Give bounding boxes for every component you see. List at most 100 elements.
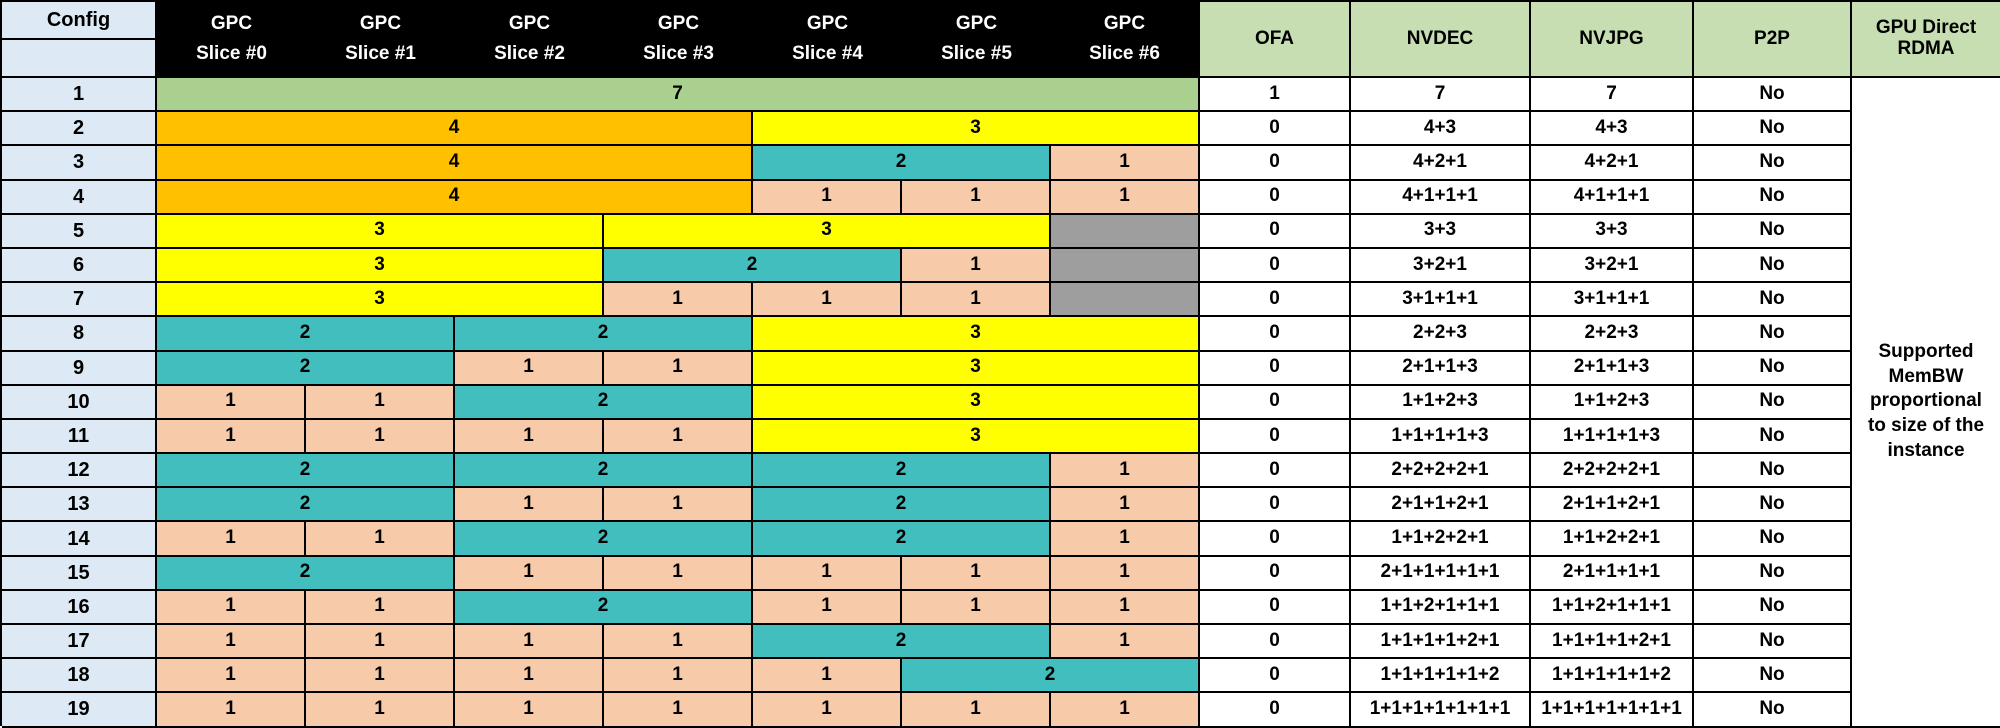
- nvjpg-cell: 4+3: [1531, 112, 1694, 147]
- gpc-slice-span: 2: [753, 522, 1051, 557]
- nvdec-cell: 1+1+1+1+2+1: [1351, 625, 1531, 660]
- slice-label: Slice #3: [643, 42, 714, 64]
- config-cell: 18: [2, 659, 157, 694]
- nvjpg-cell: 1+1+1+1+1+1+1: [1531, 693, 1694, 728]
- config-cell: 1: [2, 78, 157, 113]
- gpc-label: GPC: [806, 12, 849, 34]
- slice-label: Slice #6: [1089, 42, 1160, 64]
- nvdec-cell: 3+2+1: [1351, 248, 1531, 284]
- gpc-slice-span: 7: [157, 78, 1200, 113]
- config-cell: 9: [2, 351, 157, 386]
- gpc-slice-span: 1: [455, 693, 604, 728]
- gpc-slice-span: 2: [157, 556, 455, 591]
- gpc-slice-5-header: GPC Slice #5: [902, 2, 1051, 78]
- gpc-slice-span: 2: [753, 146, 1051, 181]
- gpc-slice-4-header: GPC Slice #4: [753, 2, 902, 78]
- ofa-cell: 0: [1200, 454, 1351, 489]
- gpc-slice-span: 1: [455, 659, 604, 694]
- gpc-slice-span: 1: [902, 248, 1051, 284]
- nvdec-cell: 1+1+2+3: [1351, 385, 1531, 420]
- gpc-slice-span: 1: [306, 419, 455, 455]
- gpc-slice-3-header: GPC Slice #3: [604, 2, 753, 78]
- gpc-label: GPC: [1103, 12, 1146, 34]
- gpu-direct-rdma-column-header: GPU Direct RDMA: [1852, 2, 2000, 78]
- gpc-slice-span: 1: [306, 590, 455, 625]
- nvjpg-cell: 3+3: [1531, 214, 1694, 249]
- gpc-slice-span: 1: [902, 556, 1051, 591]
- config-cell: 7: [2, 283, 157, 318]
- gpc-slice-span: 3: [753, 351, 1200, 386]
- gpc-slice-span: 4: [157, 112, 753, 147]
- gpc-slice-span: 2: [753, 488, 1051, 523]
- nvjpg-cell: 1+1+2+1+1+1: [1531, 590, 1694, 625]
- slice-label: Slice #1: [345, 42, 416, 64]
- gpc-slice-span: 2: [455, 454, 753, 489]
- config-cell: 5: [2, 214, 157, 249]
- p2p-cell: No: [1694, 556, 1852, 591]
- ofa-cell: 1: [1200, 78, 1351, 113]
- gpc-slice-span: 1: [753, 283, 902, 318]
- gpc-slice-span: 1: [157, 385, 306, 420]
- gpc-slice-span: 1: [157, 693, 306, 728]
- config-cell: 13: [2, 488, 157, 523]
- p2p-cell: No: [1694, 522, 1852, 557]
- gpc-slice-span: 1: [753, 693, 902, 728]
- nvjpg-cell: 2+2+2+2+1: [1531, 454, 1694, 489]
- gpc-slice-span: 1: [455, 419, 604, 455]
- gpc-slice-span: 1: [1051, 590, 1200, 625]
- p2p-cell: No: [1694, 317, 1852, 352]
- gpc-slice-span: 1: [753, 659, 902, 694]
- gpc-slice-span: 3: [753, 112, 1200, 147]
- gpc-slice-span: 2: [157, 317, 455, 352]
- gpc-slice-span: 2: [157, 454, 455, 489]
- gpc-slice-span: 1: [306, 385, 455, 420]
- config-cell: 6: [2, 248, 157, 284]
- gpc-slice-span: 1: [157, 625, 306, 660]
- gpc-slice-span: 2: [455, 522, 753, 557]
- ofa-cell: 0: [1200, 317, 1351, 352]
- gpc-slice-span: 2: [455, 317, 753, 352]
- p2p-cell: No: [1694, 488, 1852, 523]
- gpc-slice-span: 1: [753, 180, 902, 215]
- gpc-slice-span: 2: [604, 248, 902, 284]
- gpc-slice-span: 3: [157, 214, 604, 249]
- gpc-slice-span: 1: [1051, 693, 1200, 728]
- ofa-cell: 0: [1200, 556, 1351, 591]
- nvdec-cell: 4+2+1: [1351, 146, 1531, 181]
- p2p-cell: No: [1694, 283, 1852, 318]
- p2p-cell: No: [1694, 385, 1852, 420]
- nvdec-cell: 4+3: [1351, 112, 1531, 147]
- nvdec-cell: 1+1+1+1+1+1+1: [1351, 693, 1531, 728]
- ofa-cell: 0: [1200, 590, 1351, 625]
- gpc-slice-span: 1: [902, 283, 1051, 318]
- gpc-slice-span: 1: [157, 522, 306, 557]
- config-cell: 19: [2, 693, 157, 728]
- gpc-slice-span: 2: [157, 488, 455, 523]
- nvdec-cell: 7: [1351, 78, 1531, 113]
- nvdec-cell: 1+1+2+2+1: [1351, 522, 1531, 557]
- gpc-slice-span: 1: [157, 419, 306, 455]
- slice-label: Slice #0: [196, 42, 267, 64]
- ofa-cell: 0: [1200, 659, 1351, 694]
- nvdec-column-header: NVDEC: [1351, 2, 1531, 78]
- config-column-header-empty: [2, 40, 157, 78]
- nvjpg-cell: 3+2+1: [1531, 248, 1694, 284]
- config-cell: 3: [2, 146, 157, 181]
- gpc-slice-span: 2: [753, 625, 1051, 660]
- gpc-slice-span: 1: [604, 283, 753, 318]
- gpc-slice-span: 1: [902, 180, 1051, 215]
- nvdec-cell: 2+1+1+3: [1351, 351, 1531, 386]
- ofa-cell: 0: [1200, 625, 1351, 660]
- config-cell: 4: [2, 180, 157, 215]
- ofa-cell: 0: [1200, 283, 1351, 318]
- gpc-slice-span: 1: [753, 556, 902, 591]
- p2p-cell: No: [1694, 419, 1852, 455]
- gpc-slice-span: 1: [902, 693, 1051, 728]
- nvdec-cell: 1+1+2+1+1+1: [1351, 590, 1531, 625]
- gpc-slice-span: 1: [1051, 625, 1200, 660]
- p2p-cell: No: [1694, 248, 1852, 284]
- config-column-header: Config: [2, 2, 157, 40]
- p2p-cell: No: [1694, 112, 1852, 147]
- nvjpg-cell: 1+1+1+1+1+2: [1531, 659, 1694, 694]
